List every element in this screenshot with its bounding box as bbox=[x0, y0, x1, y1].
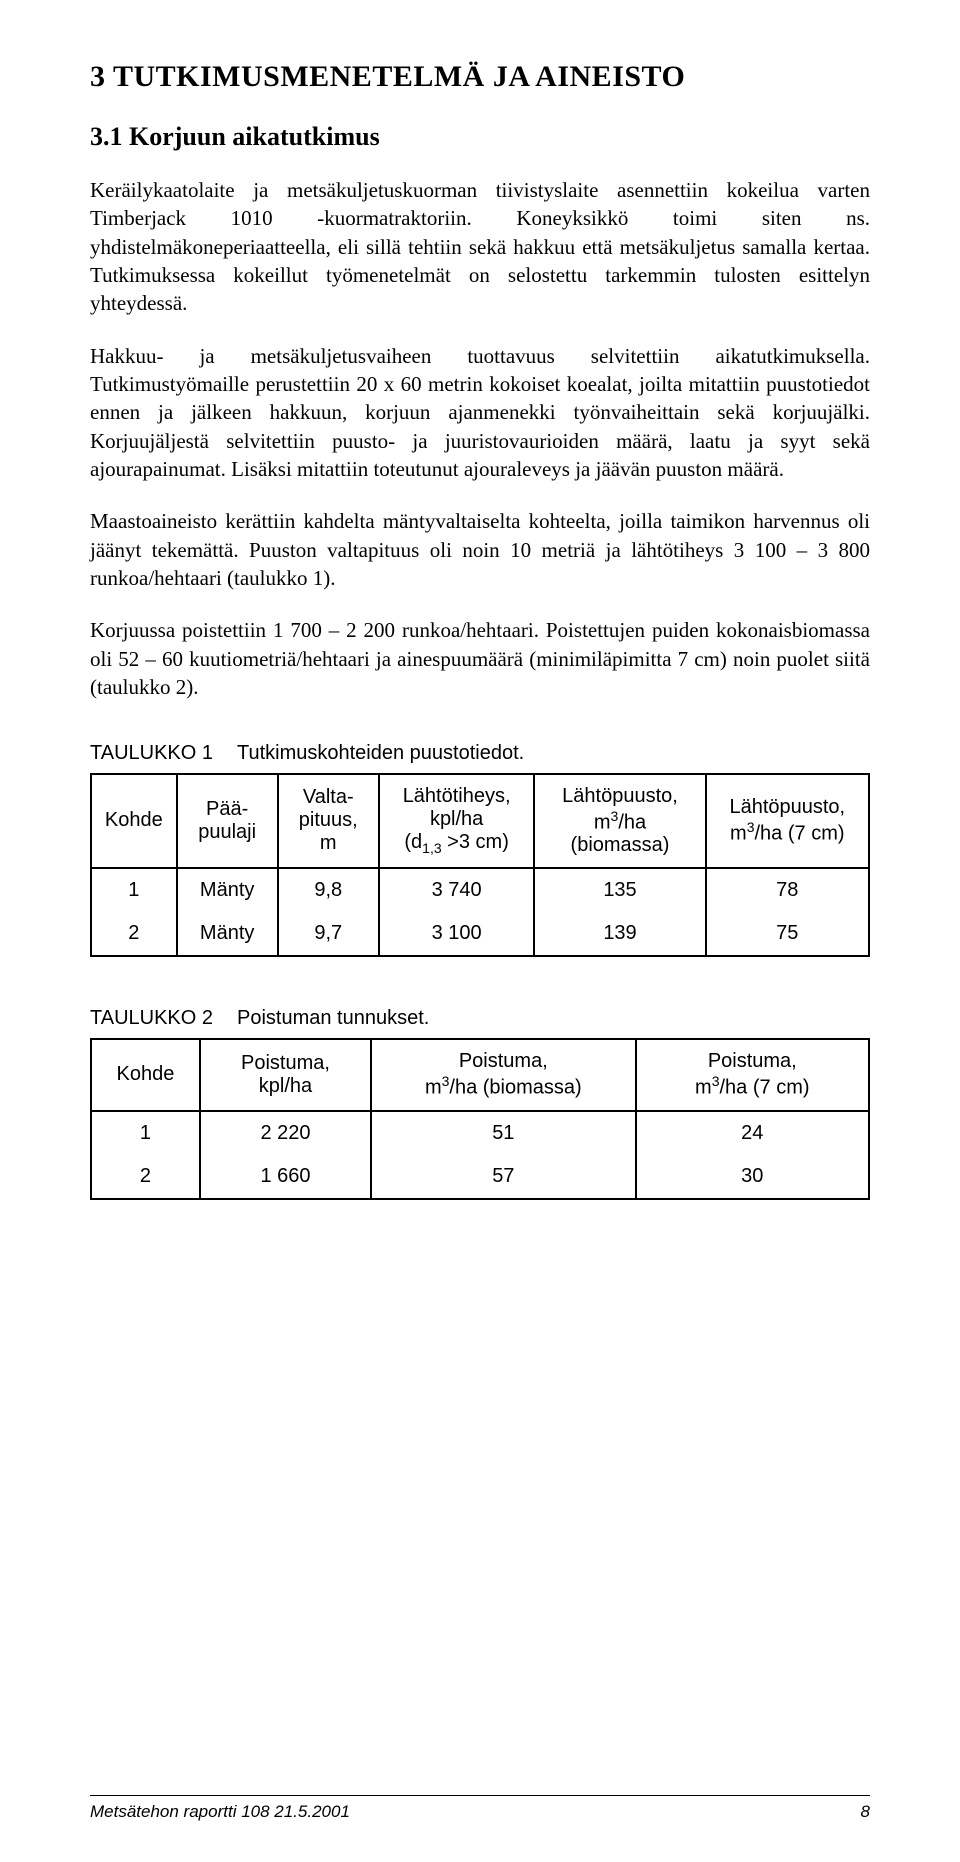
table1-header-valtapituus: Valta- pituus, m bbox=[278, 774, 379, 869]
table-row: 1 Mänty 9,8 3 740 135 78 bbox=[91, 868, 869, 912]
table1-header-lahtotiheys: Lähtötiheys, kpl/ha (d1,3 >3 cm) bbox=[379, 774, 535, 869]
table1-cell: 2 bbox=[91, 912, 177, 956]
paragraph-1: Keräilykaatolaite ja metsäkuljetuskuorma… bbox=[90, 176, 870, 318]
paragraph-2: Hakkuu- ja metsäkuljetusvaiheen tuottavu… bbox=[90, 342, 870, 484]
table1-cell: 9,8 bbox=[278, 868, 379, 912]
table-row: 2 1 660 57 30 bbox=[91, 1155, 869, 1199]
table2-header-poistuma-kpl: Poistuma, kpl/ha bbox=[200, 1039, 371, 1111]
table1-header-paapuulaji: Pää- puulaji bbox=[177, 774, 278, 869]
subsection-heading: 3.1 Korjuun aikatutkimus bbox=[90, 122, 870, 152]
table2-header-poistuma-biomassa: Poistuma, m3/ha (biomassa) bbox=[371, 1039, 636, 1111]
section-heading: 3 TUTKIMUSMENETELMÄ JA AINEISTO bbox=[90, 60, 870, 94]
table1-cell: 75 bbox=[706, 912, 869, 956]
table1-cell: 3 100 bbox=[379, 912, 535, 956]
table1-cell: Mänty bbox=[177, 912, 278, 956]
table-row: 2 Mänty 9,7 3 100 139 75 bbox=[91, 912, 869, 956]
table2-header-poistuma-7cm: Poistuma, m3/ha (7 cm) bbox=[636, 1039, 869, 1111]
table1-cell: 9,7 bbox=[278, 912, 379, 956]
table1-cell: 1 bbox=[91, 868, 177, 912]
table2-cell: 51 bbox=[371, 1111, 636, 1155]
table2-label: TAULUKKO 2 bbox=[90, 1007, 213, 1029]
table1: Kohde Pää- puulaji Valta- pituus, m Läht… bbox=[90, 773, 870, 958]
table2-cell: 24 bbox=[636, 1111, 869, 1155]
table1-header-lahtopuusto-7cm: Lähtöpuusto, m3/ha (7 cm) bbox=[706, 774, 869, 869]
footer-page-number: 8 bbox=[861, 1802, 870, 1822]
paragraph-4: Korjuussa poistettiin 1 700 – 2 200 runk… bbox=[90, 616, 870, 701]
table2-heading-row: TAULUKKO 2 Poistuman tunnukset. bbox=[90, 1007, 870, 1030]
footer-left: Metsätehon raportti 108 21.5.2001 bbox=[90, 1802, 350, 1822]
table2-cell: 2 bbox=[91, 1155, 200, 1199]
table1-cell: 135 bbox=[534, 868, 705, 912]
table1-heading-row: TAULUKKO 1 Tutkimuskohteiden puustotiedo… bbox=[90, 742, 870, 765]
table2-caption: Poistuman tunnukset. bbox=[237, 1007, 429, 1029]
table1-cell: 78 bbox=[706, 868, 869, 912]
table2-cell: 2 220 bbox=[200, 1111, 371, 1155]
table1-label: TAULUKKO 1 bbox=[90, 742, 213, 764]
table1-cell: 3 740 bbox=[379, 868, 535, 912]
table1-header-kohde: Kohde bbox=[91, 774, 177, 869]
table2: Kohde Poistuma, kpl/ha Poistuma, m3/ha (… bbox=[90, 1038, 870, 1200]
table1-header-lahtopuusto-biomassa: Lähtöpuusto, m3/ha (biomassa) bbox=[534, 774, 705, 869]
table2-cell: 57 bbox=[371, 1155, 636, 1199]
table1-cell: Mänty bbox=[177, 868, 278, 912]
table2-cell: 1 660 bbox=[200, 1155, 371, 1199]
table1-caption: Tutkimuskohteiden puustotiedot. bbox=[237, 742, 524, 764]
table-row: 1 2 220 51 24 bbox=[91, 1111, 869, 1155]
page-footer: Metsätehon raportti 108 21.5.2001 8 bbox=[90, 1795, 870, 1822]
table1-cell: 139 bbox=[534, 912, 705, 956]
table2-cell: 1 bbox=[91, 1111, 200, 1155]
paragraph-3: Maastoaineisto kerättiin kahdelta mäntyv… bbox=[90, 507, 870, 592]
table2-cell: 30 bbox=[636, 1155, 869, 1199]
table2-header-kohde: Kohde bbox=[91, 1039, 200, 1111]
